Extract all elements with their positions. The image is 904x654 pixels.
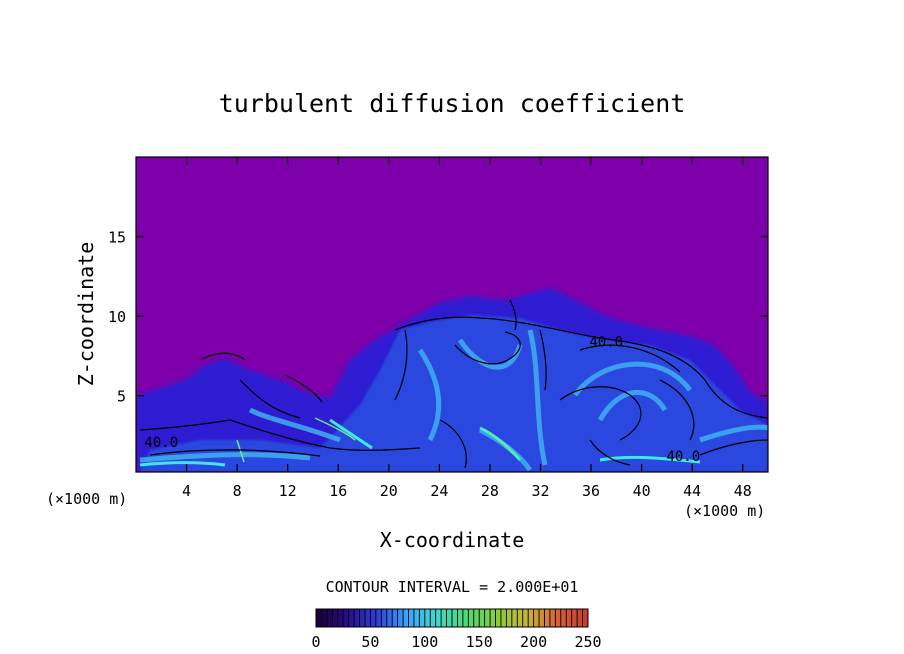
contour-label: 40.0 (666, 449, 700, 465)
colorbar-tick-label: 250 (574, 633, 601, 651)
contour-label: 40.0 (144, 435, 178, 451)
y-tick-label: 5 (117, 388, 126, 406)
colorbar-tick-labels: 0 50 100 150 200 250 (311, 633, 601, 651)
colorbar-tick-label: 0 (311, 633, 320, 651)
x-unit-left: (×1000 m) (46, 490, 127, 508)
cloud-core-region (140, 315, 768, 472)
x-tick-label: 32 (531, 482, 549, 500)
y-tick-label: 10 (108, 308, 126, 326)
colorbar-divisions (320, 609, 584, 627)
x-tick-label: 20 (380, 482, 398, 500)
contour-label: 40.0 (589, 335, 623, 351)
x-axis-label: X-coordinate (380, 528, 525, 552)
colorbar-tick-label: 50 (361, 633, 379, 651)
x-tick-label: 16 (329, 482, 347, 500)
plot-frame (135, 156, 769, 473)
y-tick-label: 15 (108, 229, 126, 247)
green-highlights (236, 417, 519, 463)
x-tick-label: 40 (633, 482, 651, 500)
colorbar-tick-label: 200 (520, 633, 547, 651)
contour-labels: 40.0 40.0 40.0 (144, 335, 700, 466)
colorbar-tick-label: 100 (411, 633, 438, 651)
x-tick-label: 24 (430, 482, 448, 500)
x-tick-label: 8 (233, 482, 242, 500)
y-axis-label: Z-coordinate (74, 242, 98, 387)
contour-interval-text: CONTOUR INTERVAL = 2.000E+01 (326, 578, 579, 596)
x-tick-label: 12 (279, 482, 297, 500)
filaments (139, 329, 768, 472)
x-tick-label: 36 (582, 482, 600, 500)
colorbar-frame (315, 608, 589, 628)
x-unit-right: (×1000 m) (684, 502, 765, 520)
field-layer (136, 288, 768, 472)
x-tick-label: 28 (481, 482, 499, 500)
x-tick-label: 44 (683, 482, 701, 500)
x-tick-label: 4 (182, 482, 191, 500)
x-tick-label: 48 (734, 482, 752, 500)
colorbar-tick-label: 150 (466, 633, 493, 651)
colorbar: 0 50 100 150 200 250 (311, 608, 602, 651)
contour-lines (139, 299, 768, 469)
chart-title: turbulent diffusion coefficient (219, 89, 686, 118)
